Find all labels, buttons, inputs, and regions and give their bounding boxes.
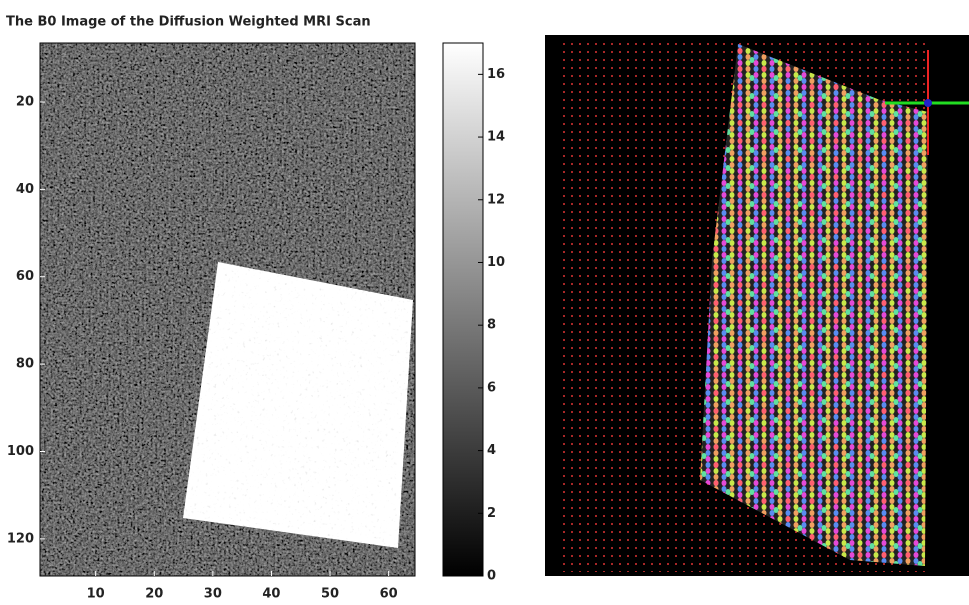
colorbar-tick-label: 14 — [487, 130, 505, 145]
y-tick-label: 120 — [7, 531, 34, 546]
x-tick-label: 60 — [380, 587, 398, 602]
image-panel — [39, 42, 416, 577]
y-tick-label: 20 — [16, 94, 34, 109]
y-tick-label: 100 — [7, 444, 34, 459]
tensor-glyphs-overlay — [700, 44, 928, 566]
x-tick-label: 20 — [145, 587, 163, 602]
x-tick-label: 50 — [321, 587, 339, 602]
colorbar — [442, 42, 484, 577]
colorbar-tick-label: 6 — [487, 380, 496, 395]
x-tick-label: 30 — [204, 587, 222, 602]
y-tick-label: 60 — [16, 269, 34, 284]
chart-title: The B0 Image of the Diffusion Weighted M… — [6, 15, 371, 30]
x-tick-label: 10 — [87, 587, 105, 602]
colorbar-tick-label: 10 — [487, 255, 505, 270]
colorbar-tick-label: 12 — [487, 192, 505, 207]
axis-origin — [924, 99, 932, 107]
y-tick-label: 40 — [16, 182, 34, 197]
axes-frame — [39, 42, 416, 577]
tensor-panel — [545, 35, 969, 576]
y-tick-label: 80 — [16, 357, 34, 372]
colorbar-tick-label: 8 — [487, 318, 496, 333]
colorbar-tick-label: 2 — [487, 506, 496, 521]
colorbar-tick-label: 4 — [487, 443, 496, 458]
colorbar-tick-label: 16 — [487, 67, 505, 82]
x-tick-label: 40 — [262, 587, 280, 602]
colorbar-tick-label: 0 — [487, 569, 496, 584]
bright-region — [183, 262, 413, 548]
